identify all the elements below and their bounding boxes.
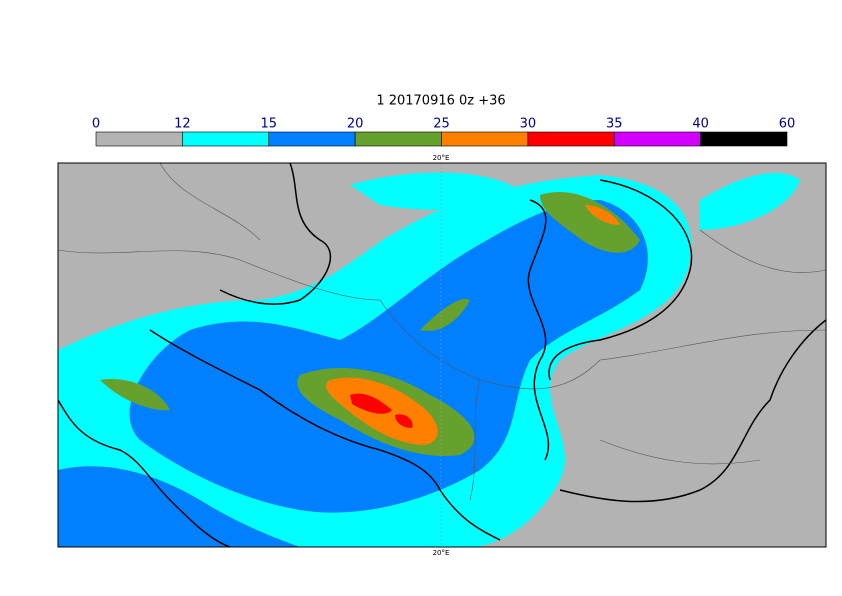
borders — [58, 163, 826, 501]
colorbar-segment — [613, 131, 701, 147]
colorbar-tick-label: 15 — [260, 117, 277, 132]
title: 1 20170916 0z +36 — [376, 94, 505, 109]
precip-area — [395, 414, 413, 428]
colorbar-tick-label: 40 — [692, 117, 709, 132]
colorbar-segment — [354, 131, 442, 147]
precip-area — [585, 205, 620, 225]
precip-area — [129, 200, 648, 513]
lon-label: 20°E — [433, 549, 450, 557]
precip-area — [100, 379, 170, 411]
coastline — [58, 163, 826, 547]
colorbar-segment — [268, 131, 356, 147]
map-frame — [57, 162, 827, 548]
colorbar-segment — [527, 131, 615, 147]
precip-area — [350, 393, 392, 414]
colorbar-tick-label: 0 — [92, 117, 100, 132]
precip-area — [350, 172, 520, 210]
colorbar-tick-label: 60 — [779, 117, 796, 132]
colorbar-tick-label: 35 — [606, 117, 623, 132]
colorbar-tick-label: 30 — [520, 117, 537, 132]
precip-area — [420, 299, 470, 331]
colorbar: 0 12 15 20 25 30 35 40 60 — [92, 117, 795, 147]
map — [58, 163, 826, 547]
colorbar-segment — [182, 131, 270, 147]
precip-area — [700, 172, 800, 230]
colorbar-segment — [441, 131, 529, 147]
lon-label: 20°E — [433, 154, 450, 162]
colorbar-segment — [95, 131, 183, 147]
colorbar-tick-label: 20 — [347, 117, 364, 132]
colorbar-tick-label: 25 — [433, 117, 450, 132]
colorbar-segment — [700, 131, 788, 147]
colorbar-tick-label: 12 — [174, 117, 191, 132]
precip-area — [58, 466, 300, 547]
precip-area — [540, 192, 640, 253]
